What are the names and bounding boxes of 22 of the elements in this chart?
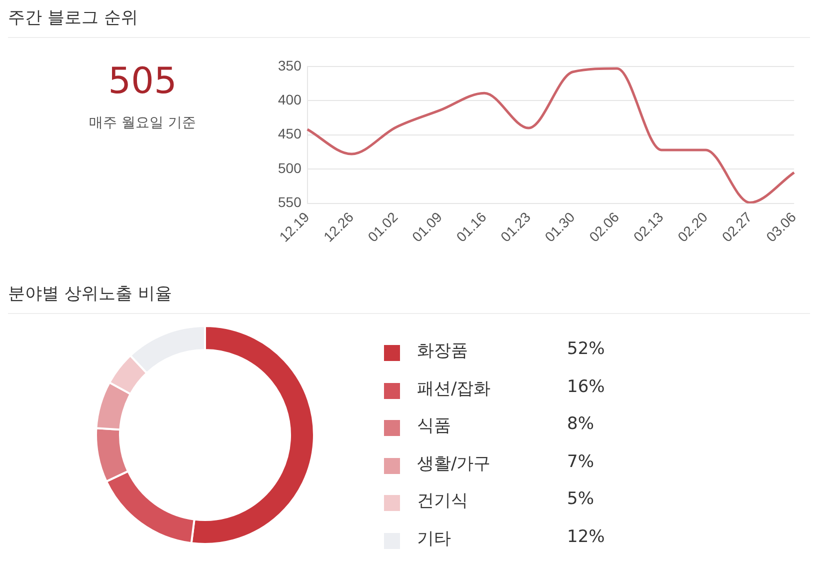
text: 505: [108, 61, 177, 102]
data-label: 12%: [567, 526, 605, 546]
y-tick-label: 450: [278, 126, 302, 142]
legend-label: 화장품: [417, 340, 468, 362]
line-series: [306, 67, 796, 204]
legend-label: 기타: [417, 528, 451, 550]
chart-title: 분야별 상위노출 비율: [8, 282, 810, 314]
data-label: 7%: [567, 452, 594, 472]
y-tick-label: 350: [278, 57, 302, 74]
text: 매주 월요일 기준: [89, 115, 196, 131]
legend-label: 식품: [417, 415, 451, 437]
legend-label: 건기식: [417, 490, 468, 512]
text: 주간 블로그 순위: [8, 6, 810, 38]
data-label: 8%: [567, 414, 594, 434]
y-tick-label: 550: [278, 194, 302, 210]
legend-label: 생활/가구: [417, 452, 491, 474]
data-label: 52%: [567, 339, 605, 359]
data-label: 5%: [567, 489, 594, 509]
y-tick-label: 400: [278, 91, 302, 108]
data-label: 16%: [567, 376, 605, 396]
legend-label: 패션/잡화: [417, 378, 491, 400]
y-tick-label: 500: [278, 160, 302, 176]
